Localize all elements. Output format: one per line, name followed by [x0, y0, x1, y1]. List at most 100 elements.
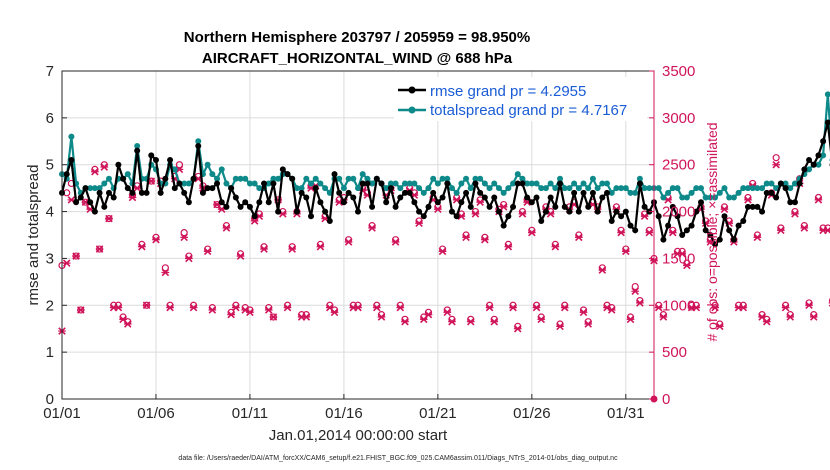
rmse-point — [134, 147, 141, 154]
rmse-point — [561, 203, 568, 210]
totalspread-point — [195, 138, 202, 145]
rmse-point — [787, 199, 794, 206]
x-tick-label: 01/01 — [43, 405, 81, 422]
totalspread-point — [740, 185, 747, 192]
totalspread-point — [524, 180, 531, 187]
obs-assimilated-marker — [809, 313, 818, 321]
totalspread-point — [204, 161, 211, 168]
totalspread-point — [730, 194, 737, 201]
obs-assimilated-marker — [481, 235, 489, 244]
y2-tick-label: 500 — [662, 344, 687, 361]
totalspread-point — [721, 185, 728, 192]
rmse-point — [467, 203, 474, 210]
rmse-point — [524, 194, 531, 201]
rmse-point — [87, 199, 94, 206]
rmse-point — [528, 199, 535, 206]
totalspread-point — [467, 185, 474, 192]
rmse-point — [82, 185, 89, 192]
totalspread-point — [275, 175, 282, 182]
rmse-point — [73, 199, 80, 206]
totalspread-point — [444, 175, 451, 182]
obs-assimilated-marker — [354, 303, 362, 312]
rmse-point — [392, 203, 399, 210]
rmse-point — [129, 189, 136, 196]
obs-assimilated-marker — [490, 317, 499, 326]
chart-title: Northern Hemisphere 203797 / 205959 = 98… — [184, 29, 530, 46]
obs-assimilated-marker — [72, 252, 80, 260]
obs-assimilated-marker — [138, 242, 146, 251]
totalspread-point — [326, 189, 333, 196]
rmse-point — [401, 189, 408, 196]
rmse-point — [237, 203, 244, 210]
totalspread-point — [768, 180, 775, 187]
rmse-point — [533, 194, 540, 201]
obs-assimilated-marker — [443, 308, 452, 317]
rmse-point — [477, 189, 484, 196]
rmse-point — [796, 180, 803, 187]
totalspread-point — [646, 185, 653, 192]
y-tick-label: 5 — [46, 157, 54, 174]
y2-axis-label: # of obs: o=possible; ×=assimilated — [704, 122, 720, 341]
obs-assimilated-marker — [753, 233, 762, 242]
obs-assimilated-marker — [805, 301, 813, 310]
rmse-point — [782, 185, 789, 192]
rmse-point — [364, 180, 371, 187]
rmse-point — [453, 213, 460, 220]
obs-assimilated-marker — [715, 322, 724, 331]
rmse-point — [326, 217, 333, 224]
obs-assimilated-marker — [504, 242, 513, 251]
totalspread-point — [387, 180, 394, 187]
totalspread-point — [571, 180, 578, 187]
totalspread-point — [246, 180, 253, 187]
obs-assimilated-marker — [415, 219, 423, 228]
obs-assimilated-marker — [434, 205, 442, 213]
totalspread-point — [759, 185, 766, 192]
totalspread-point — [359, 171, 366, 178]
obs-assimilated-marker — [814, 196, 823, 204]
rmse-point — [120, 175, 127, 182]
totalspread-point — [87, 185, 94, 192]
obs-assimilated-marker — [368, 224, 376, 232]
obs-assimilated-marker — [372, 303, 381, 312]
rmse-point — [594, 208, 601, 215]
obs-assimilated-marker — [180, 233, 188, 242]
totalspread-point — [542, 185, 549, 192]
totalspread-point — [561, 185, 568, 192]
rmse-point — [190, 175, 197, 182]
totalspread-point — [533, 180, 540, 187]
obs-assimilated-marker — [574, 233, 583, 242]
obs-assimilated-marker — [128, 193, 137, 202]
rmse-point — [91, 208, 98, 215]
obs-assimilated-marker — [711, 303, 719, 312]
obs-assimilated-marker — [344, 238, 353, 246]
totalspread-point — [416, 185, 423, 192]
rmse-point — [312, 185, 319, 192]
rmse-point — [359, 180, 366, 187]
y2-tick-label: 2000 — [662, 204, 695, 221]
totalspread-point — [369, 180, 376, 187]
totalspread-point — [622, 185, 629, 192]
obs-assimilated-marker — [471, 210, 480, 218]
rmse-point — [759, 208, 766, 215]
obs-assimilated-marker — [377, 313, 386, 321]
rmse-point — [218, 199, 225, 206]
obs-assimilated-marker — [621, 247, 630, 256]
totalspread-point — [448, 185, 455, 192]
rmse-point — [608, 217, 615, 224]
totalspread-point — [754, 185, 761, 192]
rmse-point — [383, 199, 390, 206]
rmse-point — [613, 208, 620, 215]
obs-assimilated-marker — [100, 163, 109, 171]
totalspread-point — [820, 152, 827, 159]
obs-assimilated-marker — [133, 184, 142, 192]
obs-possible-marker — [180, 229, 188, 237]
totalspread-point — [472, 175, 479, 182]
y2-tick-label: 3000 — [662, 110, 695, 127]
obs-assimilated-marker — [448, 317, 456, 326]
rmse-point — [444, 180, 451, 187]
rmse-point — [721, 213, 728, 220]
rmse-point — [495, 208, 502, 215]
rmse-point — [434, 199, 441, 206]
obs-assimilated-marker — [678, 249, 687, 258]
